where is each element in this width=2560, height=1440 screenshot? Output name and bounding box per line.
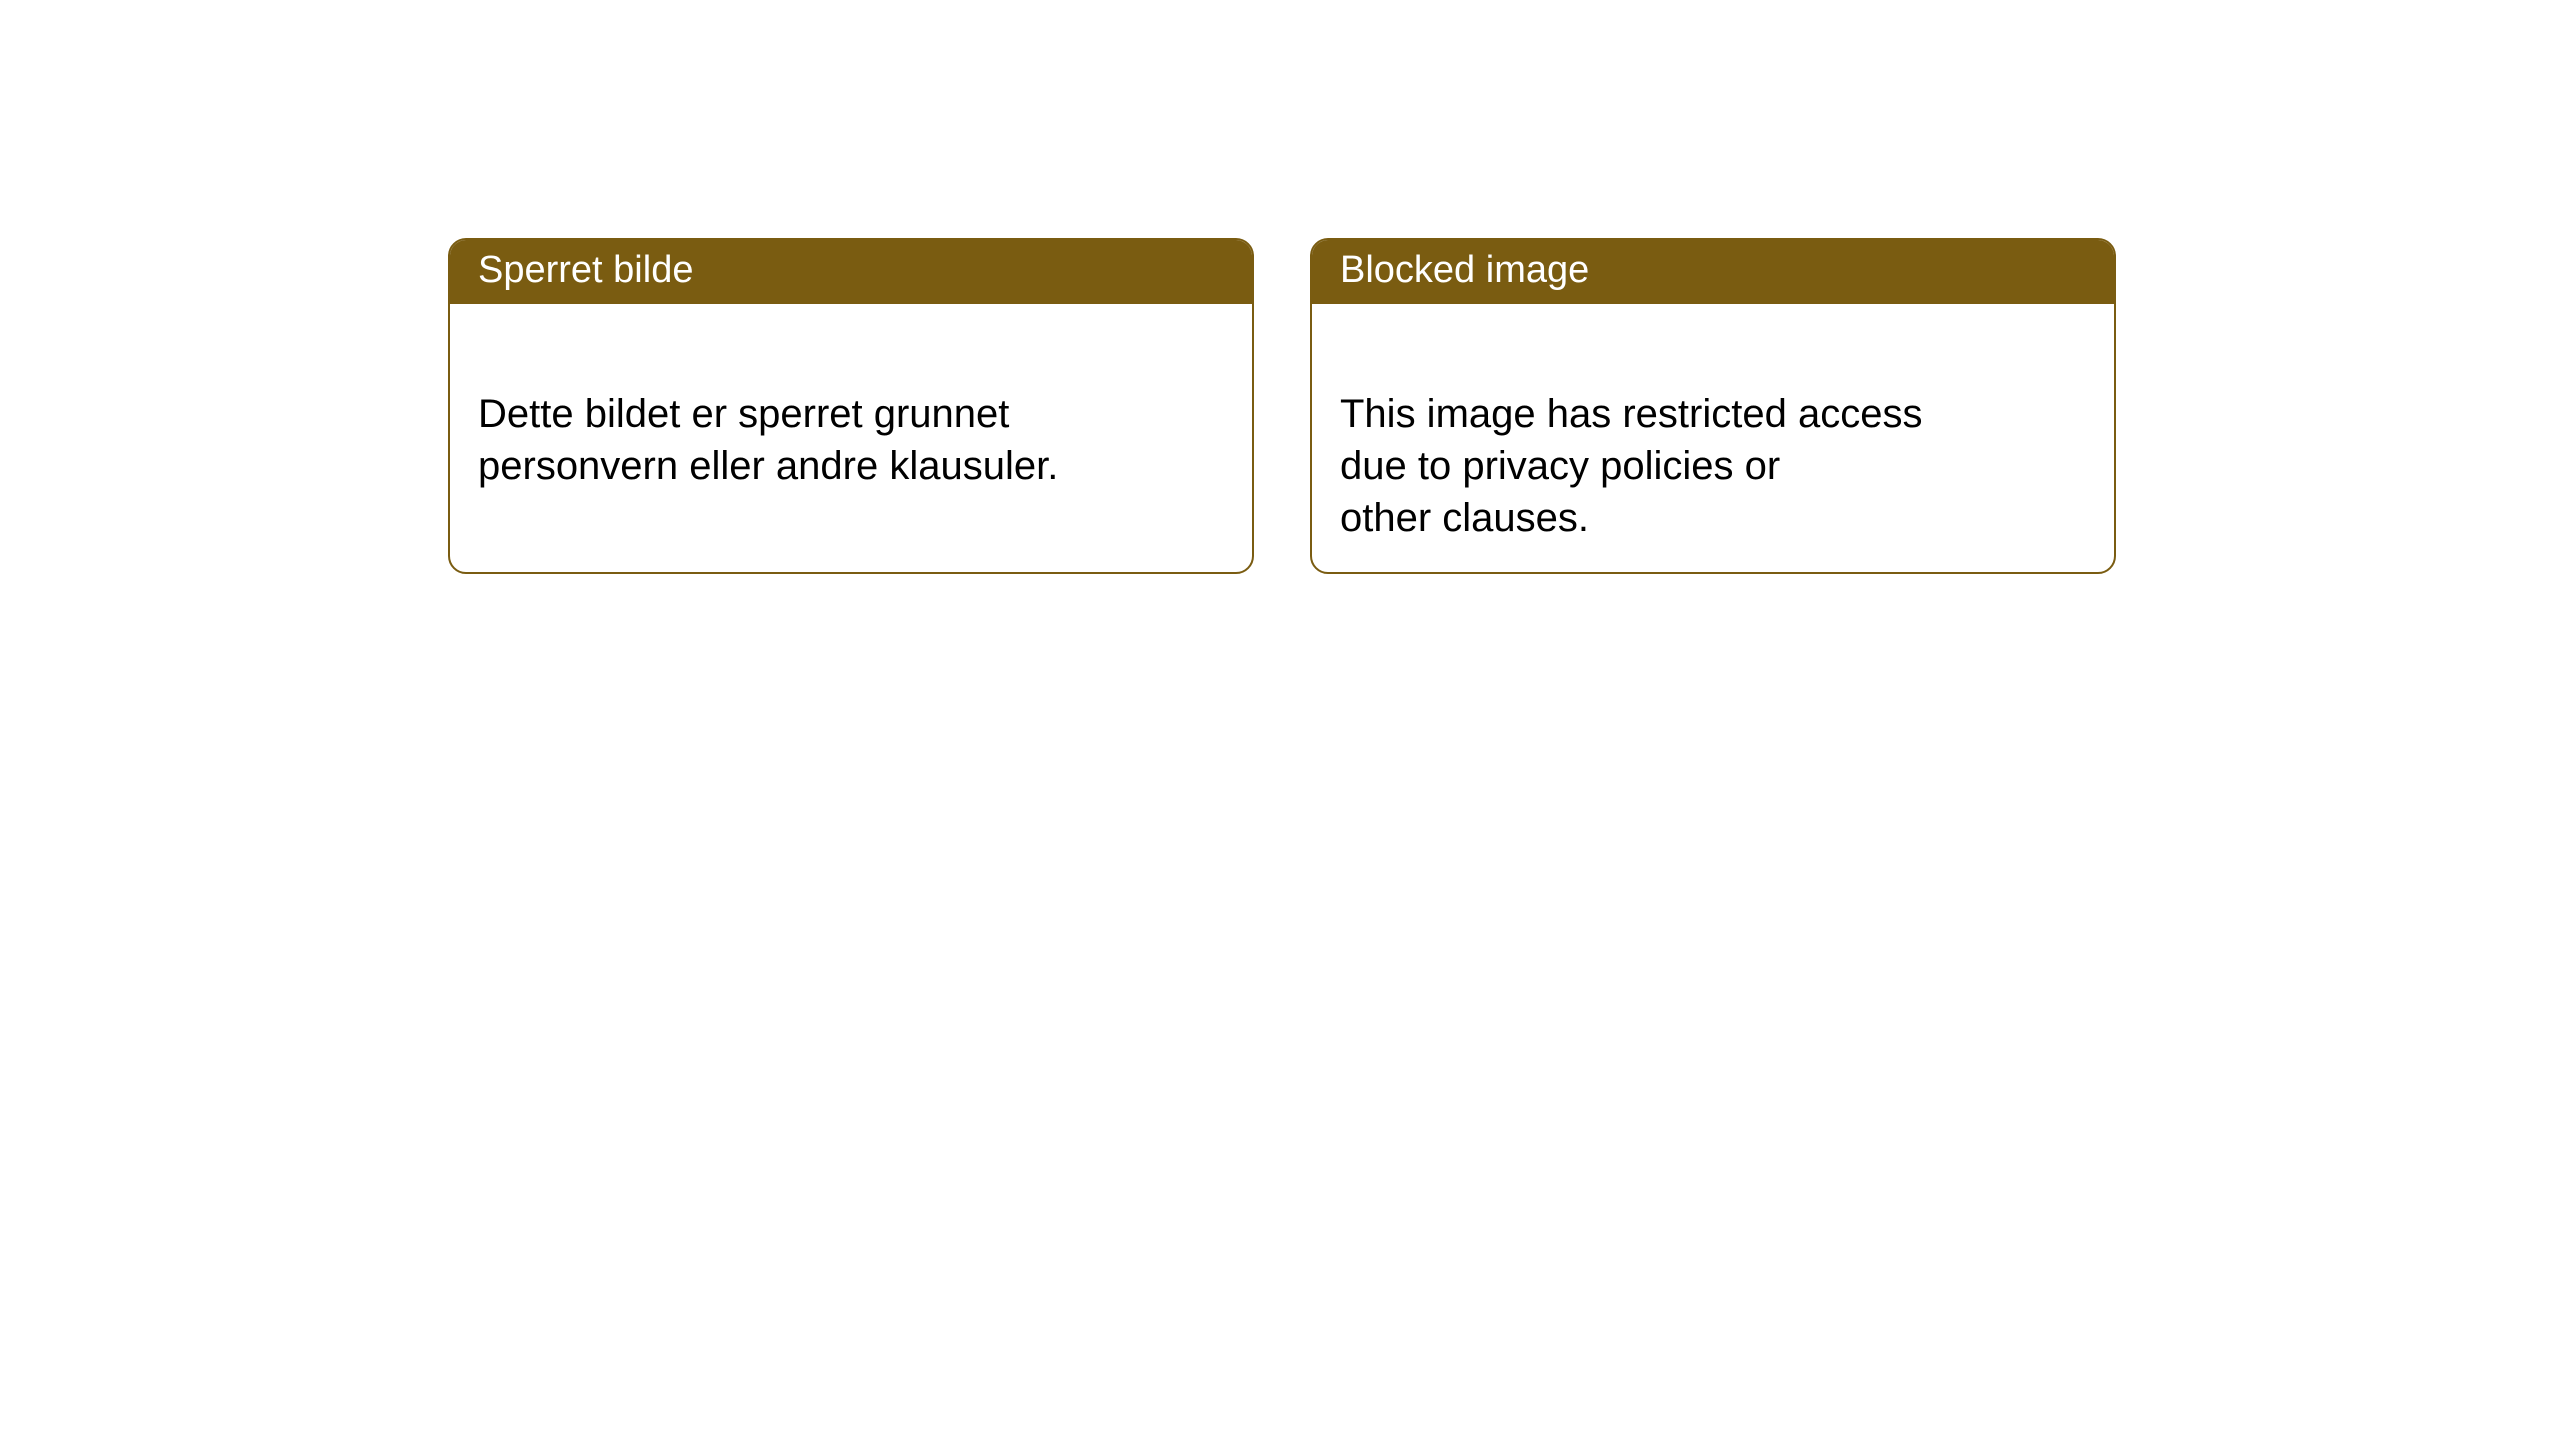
card-body: This image has restricted access due to … xyxy=(1312,304,2114,574)
card-title: Sperret bilde xyxy=(478,249,693,291)
card-body-text: Dette bildet er sperret grunnet personve… xyxy=(478,392,1058,488)
blocked-image-card-no: Sperret bilde Dette bildet er sperret gr… xyxy=(448,238,1254,574)
card-title: Blocked image xyxy=(1340,249,1589,291)
notice-cards-container: Sperret bilde Dette bildet er sperret gr… xyxy=(0,0,2560,574)
card-body: Dette bildet er sperret grunnet personve… xyxy=(450,304,1252,524)
blocked-image-card-en: Blocked image This image has restricted … xyxy=(1310,238,2116,574)
card-header: Blocked image xyxy=(1312,240,2114,304)
card-header: Sperret bilde xyxy=(450,240,1252,304)
card-body-text: This image has restricted access due to … xyxy=(1340,392,1922,540)
